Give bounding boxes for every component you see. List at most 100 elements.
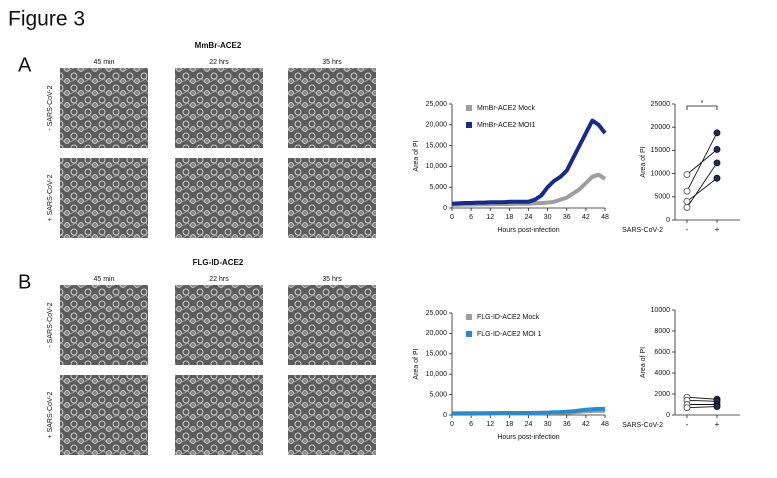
significance-bracket bbox=[686, 105, 718, 110]
dot bbox=[713, 159, 721, 167]
x-tick-label: 42 bbox=[582, 214, 590, 221]
pair-line bbox=[686, 396, 718, 400]
x-tick-label: 12 bbox=[486, 421, 494, 428]
dot bbox=[713, 129, 721, 137]
pair-line bbox=[686, 177, 718, 202]
x-tick-label: 42 bbox=[582, 421, 590, 428]
x-tick-label: 48 bbox=[601, 421, 609, 428]
panel-title: FLG-ID-ACE2 bbox=[193, 258, 244, 267]
y-tick-label: 5000 bbox=[654, 194, 670, 201]
dot bbox=[683, 171, 691, 178]
y-axis-label: Area of PI bbox=[640, 146, 647, 177]
y-tick-label: 25000 bbox=[651, 101, 671, 108]
x-axis-label: Hours post-infection bbox=[497, 434, 559, 441]
y-tick-label: 15000 bbox=[651, 147, 671, 154]
x-tick-label: 36 bbox=[563, 214, 571, 221]
micrograph bbox=[60, 375, 148, 455]
row-label: - SARS-CoV-2 bbox=[47, 85, 54, 130]
y-tick-label: 20,000 bbox=[426, 122, 448, 129]
x-tick-label: + bbox=[715, 225, 720, 234]
micrograph bbox=[175, 285, 263, 365]
row-label: + SARS-CoV-2 bbox=[47, 174, 54, 221]
micrograph bbox=[175, 375, 263, 455]
x-tick-label: - bbox=[686, 420, 689, 429]
dot bbox=[683, 187, 691, 195]
micrograph bbox=[288, 375, 376, 455]
y-axis-label: Area of PI bbox=[640, 347, 647, 378]
y-tick-label: 20000 bbox=[651, 124, 671, 131]
y-tick-label: 15,000 bbox=[426, 142, 448, 149]
column-label: 22 hrs bbox=[209, 276, 229, 283]
x-tick-label: 30 bbox=[544, 421, 552, 428]
legend-swatch bbox=[466, 105, 472, 111]
panel-title: MmBr-ACE2 bbox=[195, 41, 242, 50]
panel-label: A bbox=[18, 54, 32, 76]
column-label: 22 hrs bbox=[209, 59, 229, 66]
dot bbox=[683, 197, 691, 205]
y-tick-label: 10000 bbox=[651, 307, 671, 314]
y-tick-label: 25,000 bbox=[426, 101, 448, 108]
column-label: 45 min bbox=[93, 59, 114, 66]
y-tick-label: 2000 bbox=[654, 391, 670, 398]
x-tick-label: 18 bbox=[505, 421, 513, 428]
x-axis-label: SARS-CoV-2 bbox=[622, 422, 663, 429]
pair-line bbox=[686, 406, 718, 409]
dot bbox=[713, 146, 721, 153]
x-tick-label: 24 bbox=[525, 421, 533, 428]
series-line bbox=[452, 406, 605, 416]
x-tick-label: 0 bbox=[450, 421, 454, 428]
y-tick-label: 0 bbox=[443, 412, 447, 419]
panel-label: B bbox=[18, 271, 31, 293]
micrograph bbox=[60, 68, 148, 148]
legend-swatch bbox=[466, 122, 472, 128]
dot bbox=[683, 404, 691, 412]
column-label: 35 hrs bbox=[322, 59, 342, 66]
x-tick-label: 0 bbox=[450, 214, 454, 221]
y-tick-label: 0 bbox=[666, 217, 670, 224]
dot bbox=[713, 174, 721, 182]
x-axis-label: Hours post-infection bbox=[497, 227, 559, 234]
micrograph bbox=[288, 68, 376, 148]
figure-title: Figure 3 bbox=[8, 8, 85, 31]
y-axis-label: Area of PI bbox=[413, 348, 420, 379]
x-axis-label: SARS-CoV-2 bbox=[622, 227, 663, 234]
y-tick-label: 4000 bbox=[654, 370, 670, 377]
pair-line bbox=[686, 132, 718, 192]
x-tick-label: 18 bbox=[505, 214, 513, 221]
y-tick-label: 5,000 bbox=[429, 391, 447, 398]
dot bbox=[683, 204, 691, 211]
y-tick-label: 8000 bbox=[654, 328, 670, 335]
legend-label: FLG-ID-ACE2 Mock bbox=[477, 314, 540, 321]
series-line bbox=[451, 118, 607, 206]
x-tick-label: 36 bbox=[563, 421, 571, 428]
x-tick-label: 12 bbox=[486, 214, 494, 221]
micrograph bbox=[288, 158, 376, 238]
legend-swatch bbox=[466, 331, 472, 337]
legend-label: MmBr-ACE2 Mock bbox=[477, 105, 535, 112]
y-tick-label: 0 bbox=[443, 205, 447, 212]
x-tick-label: + bbox=[715, 420, 720, 429]
y-tick-label: 25,000 bbox=[426, 310, 448, 317]
micrograph bbox=[175, 68, 263, 148]
pair-line bbox=[686, 399, 718, 402]
column-label: 35 hrs bbox=[322, 276, 342, 283]
x-tick-label: 48 bbox=[601, 214, 609, 221]
y-axis-label: Area of PI bbox=[413, 140, 420, 171]
x-tick-label: 6 bbox=[469, 421, 473, 428]
y-tick-label: 6000 bbox=[654, 349, 670, 356]
x-tick-label: 6 bbox=[469, 214, 473, 221]
x-tick-label: 30 bbox=[544, 214, 552, 221]
y-tick-label: 10,000 bbox=[426, 163, 448, 170]
row-label: - SARS-CoV-2 bbox=[47, 302, 54, 347]
pair-line bbox=[686, 162, 718, 208]
y-tick-label: 0 bbox=[666, 412, 670, 419]
legend-label: FLG-ID-ACE2 MOI 1 bbox=[477, 331, 542, 338]
y-tick-label: 10,000 bbox=[426, 371, 448, 378]
significance-label: * bbox=[701, 100, 704, 107]
x-tick-label: 24 bbox=[525, 214, 533, 221]
y-tick-label: 5,000 bbox=[429, 184, 447, 191]
y-tick-label: 15,000 bbox=[426, 351, 448, 358]
micrograph bbox=[288, 285, 376, 365]
micrograph bbox=[175, 158, 263, 238]
